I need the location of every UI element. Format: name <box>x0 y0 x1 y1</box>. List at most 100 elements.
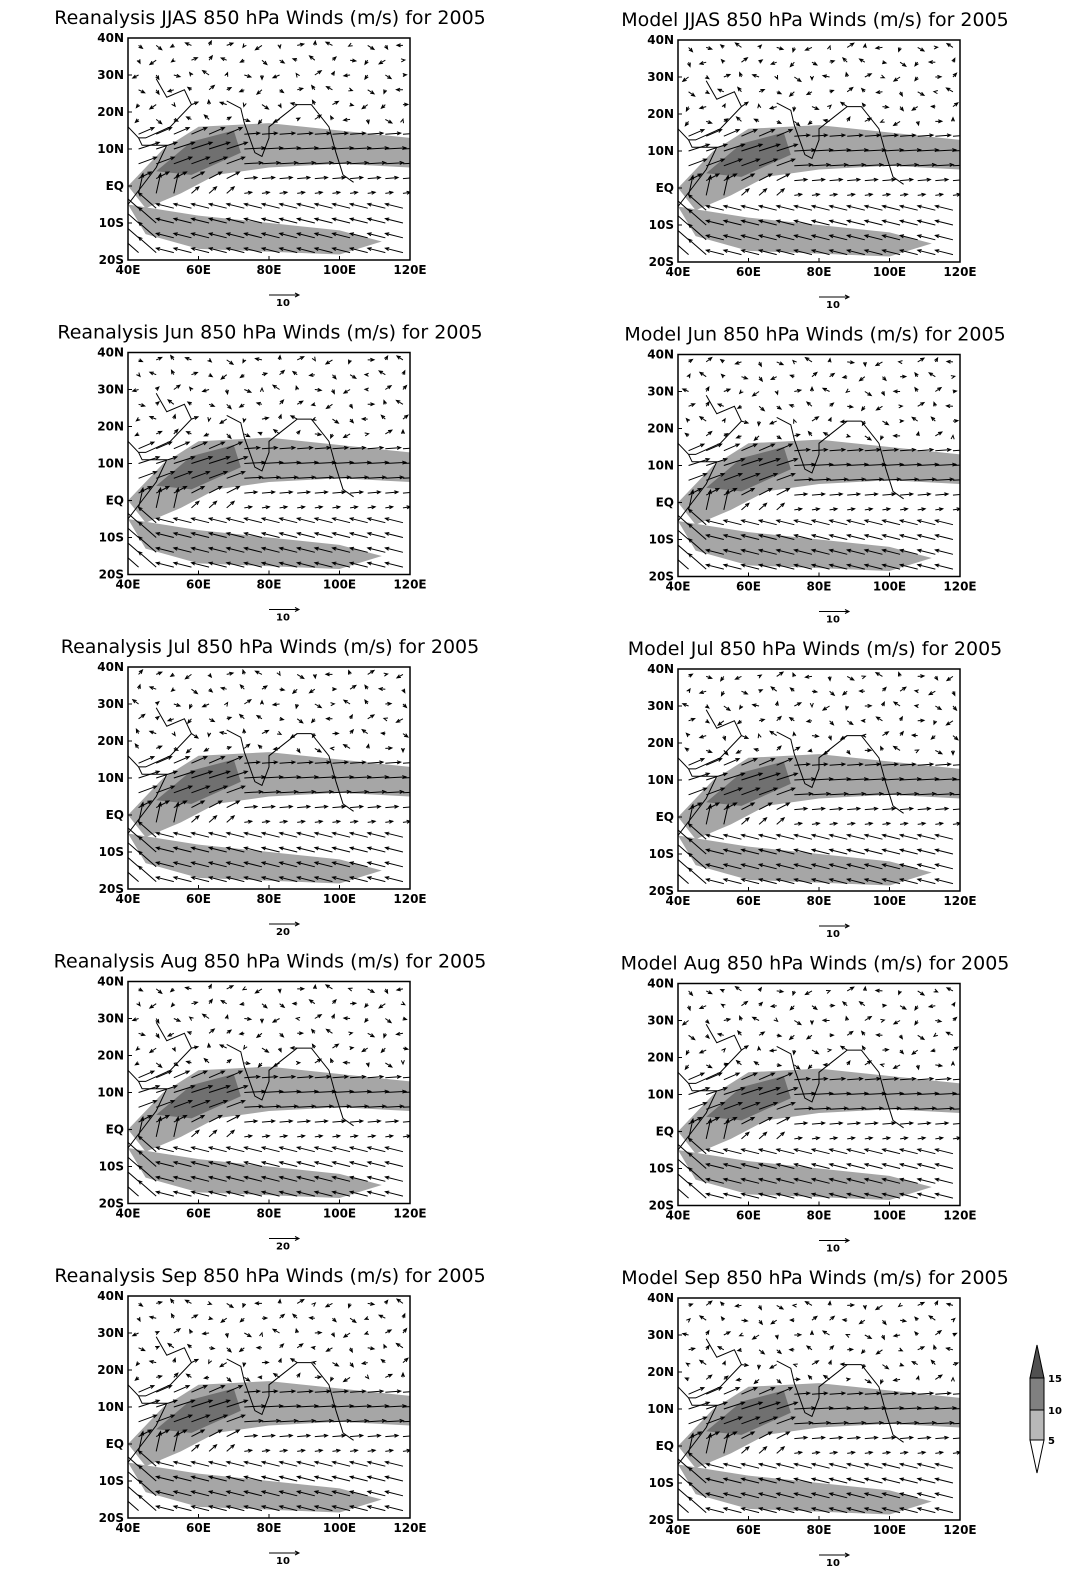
wind-vector <box>678 215 689 226</box>
wind-vector <box>226 185 236 194</box>
map-panel: Reanalysis Sep 850 hPa Winds (m/s) for 2… <box>54 1265 485 1567</box>
wind-vector <box>928 1315 936 1321</box>
wind-vector <box>794 1106 814 1111</box>
wind-vector <box>794 791 814 796</box>
wind-vector <box>226 1399 249 1408</box>
wind-vector <box>138 471 158 479</box>
wind-vector <box>170 687 176 692</box>
wind-vector <box>313 517 333 524</box>
wind-vector <box>735 1059 742 1066</box>
wind-vector <box>768 1048 777 1053</box>
wind-vector <box>706 1102 726 1110</box>
wind-vector <box>295 247 315 254</box>
wind-vector <box>259 74 264 81</box>
wind-vector <box>380 1047 386 1054</box>
wind-vector <box>350 490 365 495</box>
wind-vector <box>385 1074 403 1079</box>
wind-vector <box>311 99 316 105</box>
wind-vector <box>137 521 157 538</box>
wind-vector <box>295 72 300 78</box>
wind-vector <box>811 689 819 694</box>
wind-vector <box>348 1190 368 1197</box>
wind-vector <box>860 1030 866 1036</box>
wind-vector <box>805 719 813 724</box>
wind-vector <box>934 1177 954 1184</box>
wind-vector <box>218 730 227 735</box>
wind-vector <box>170 58 176 63</box>
wind-vector <box>952 164 960 167</box>
wind-vector <box>863 533 883 540</box>
wind-vector <box>241 986 247 991</box>
wind-vector <box>794 477 814 482</box>
wind-vector <box>402 414 409 420</box>
wind-vector <box>332 1317 337 1323</box>
wind-vector <box>900 447 917 452</box>
wind-vector <box>366 1475 386 1482</box>
wind-vector <box>845 249 865 256</box>
wind-vector <box>135 417 141 422</box>
wind-vector <box>239 1001 245 1006</box>
wind-vector <box>238 713 245 720</box>
wind-vector <box>776 1072 794 1081</box>
wind-vector <box>774 74 779 81</box>
wind-vector <box>723 705 732 712</box>
wind-vector <box>261 160 282 165</box>
wind-vector <box>845 1507 865 1514</box>
wind-vector <box>242 1362 247 1368</box>
wind-vector <box>687 552 707 570</box>
wind-vector <box>793 234 813 241</box>
wind-vector <box>297 1448 306 1453</box>
wind-vector <box>402 791 410 794</box>
wind-vector <box>845 1377 852 1382</box>
wind-vector <box>314 114 323 120</box>
wind-vector <box>722 219 742 226</box>
wind-vector <box>776 158 796 167</box>
wind-vector <box>137 865 157 882</box>
y-tick-label: 30N <box>647 1014 674 1028</box>
wind-vector <box>758 129 776 137</box>
wind-vector <box>138 800 153 809</box>
wind-vector <box>776 435 783 440</box>
wind-vector <box>367 804 382 809</box>
wind-vector <box>874 988 883 993</box>
wind-vector <box>295 1175 315 1182</box>
x-tick-label: 60E <box>186 1521 211 1535</box>
wind-vector <box>244 389 253 393</box>
wind-vector <box>226 1070 244 1079</box>
wind-vector <box>757 674 763 679</box>
wind-vector <box>935 705 943 711</box>
wind-vector <box>289 101 298 106</box>
wind-vector <box>776 487 791 496</box>
wind-vector <box>751 1016 760 1021</box>
wind-vector <box>173 441 191 450</box>
wind-vector <box>191 456 214 464</box>
wind-vector <box>261 1047 270 1053</box>
wind-vector <box>244 1448 254 1453</box>
wind-vector <box>845 533 865 540</box>
wind-vector <box>776 473 796 481</box>
wind-vector <box>845 234 865 241</box>
wind-vector <box>244 505 254 510</box>
wind-vector <box>260 1146 280 1153</box>
wind-vector <box>930 1359 936 1365</box>
wind-vector <box>863 234 883 241</box>
wind-vector <box>864 492 879 497</box>
wind-vector <box>156 1085 179 1093</box>
wind-vector <box>226 1029 233 1034</box>
wind-vector <box>243 1190 263 1197</box>
wind-vector <box>203 1057 210 1064</box>
wind-vector <box>757 848 777 855</box>
wind-vector <box>314 1375 323 1380</box>
wind-vector <box>384 1146 404 1153</box>
wind-vector <box>367 1119 382 1124</box>
wind-vector <box>898 1177 918 1184</box>
wind-vector <box>900 492 915 497</box>
y-tick-label: 20S <box>99 253 124 267</box>
wind-vector <box>402 1106 410 1108</box>
wind-vector <box>900 133 917 138</box>
wind-vector <box>757 863 777 870</box>
wind-vector <box>810 234 830 241</box>
wind-vector <box>173 1414 194 1423</box>
wind-vector <box>880 74 886 79</box>
wind-vector <box>911 1360 918 1366</box>
